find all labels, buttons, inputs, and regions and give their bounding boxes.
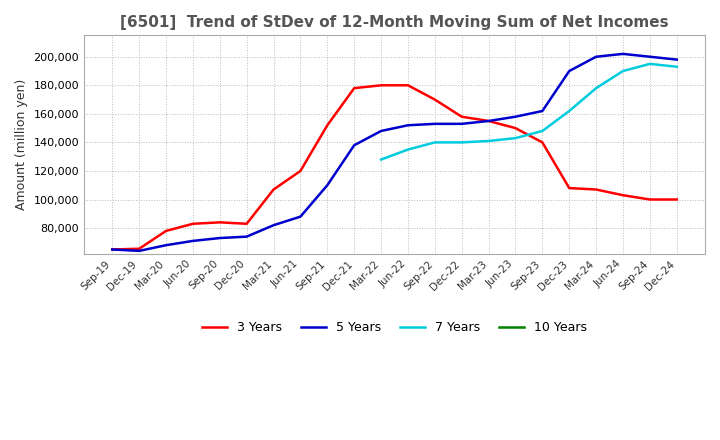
3 Years — [538, 140, 546, 145]
3 Years — [485, 118, 493, 124]
5 Years — [377, 128, 385, 134]
5 Years — [162, 242, 171, 248]
5 Years — [404, 123, 413, 128]
5 Years — [323, 183, 332, 188]
3 Years — [350, 85, 359, 91]
3 Years — [618, 193, 627, 198]
3 Years — [269, 187, 278, 192]
5 Years — [511, 114, 520, 119]
5 Years — [592, 54, 600, 59]
5 Years — [215, 235, 224, 241]
7 Years — [592, 85, 600, 91]
3 Years — [323, 123, 332, 128]
7 Years — [646, 61, 654, 66]
5 Years — [189, 238, 197, 244]
3 Years — [404, 83, 413, 88]
7 Years — [672, 64, 681, 70]
3 Years — [215, 220, 224, 225]
7 Years — [565, 108, 574, 114]
5 Years — [269, 223, 278, 228]
3 Years — [646, 197, 654, 202]
3 Years — [565, 185, 574, 191]
3 Years — [162, 228, 171, 234]
5 Years — [243, 234, 251, 239]
7 Years — [457, 140, 466, 145]
Y-axis label: Amount (million yen): Amount (million yen) — [15, 79, 28, 210]
3 Years — [135, 246, 143, 251]
3 Years — [108, 247, 117, 252]
5 Years — [135, 248, 143, 253]
5 Years — [457, 121, 466, 126]
7 Years — [431, 140, 439, 145]
Line: 5 Years: 5 Years — [112, 54, 677, 251]
7 Years — [618, 68, 627, 73]
5 Years — [296, 214, 305, 219]
7 Years — [538, 128, 546, 134]
5 Years — [538, 108, 546, 114]
Title: [6501]  Trend of StDev of 12-Month Moving Sum of Net Incomes: [6501] Trend of StDev of 12-Month Moving… — [120, 15, 669, 30]
5 Years — [565, 68, 574, 73]
7 Years — [404, 147, 413, 152]
5 Years — [618, 51, 627, 56]
3 Years — [189, 221, 197, 227]
5 Years — [672, 57, 681, 62]
Legend: 3 Years, 5 Years, 7 Years, 10 Years: 3 Years, 5 Years, 7 Years, 10 Years — [197, 316, 592, 339]
5 Years — [431, 121, 439, 126]
Line: 7 Years: 7 Years — [381, 64, 677, 160]
3 Years — [511, 125, 520, 131]
3 Years — [296, 169, 305, 174]
5 Years — [108, 247, 117, 252]
7 Years — [377, 157, 385, 162]
5 Years — [350, 143, 359, 148]
3 Years — [377, 83, 385, 88]
Line: 3 Years: 3 Years — [112, 85, 677, 249]
3 Years — [592, 187, 600, 192]
5 Years — [485, 118, 493, 124]
3 Years — [672, 197, 681, 202]
7 Years — [511, 136, 520, 141]
3 Years — [243, 221, 251, 227]
3 Years — [431, 97, 439, 102]
3 Years — [457, 114, 466, 119]
5 Years — [646, 54, 654, 59]
7 Years — [485, 138, 493, 143]
